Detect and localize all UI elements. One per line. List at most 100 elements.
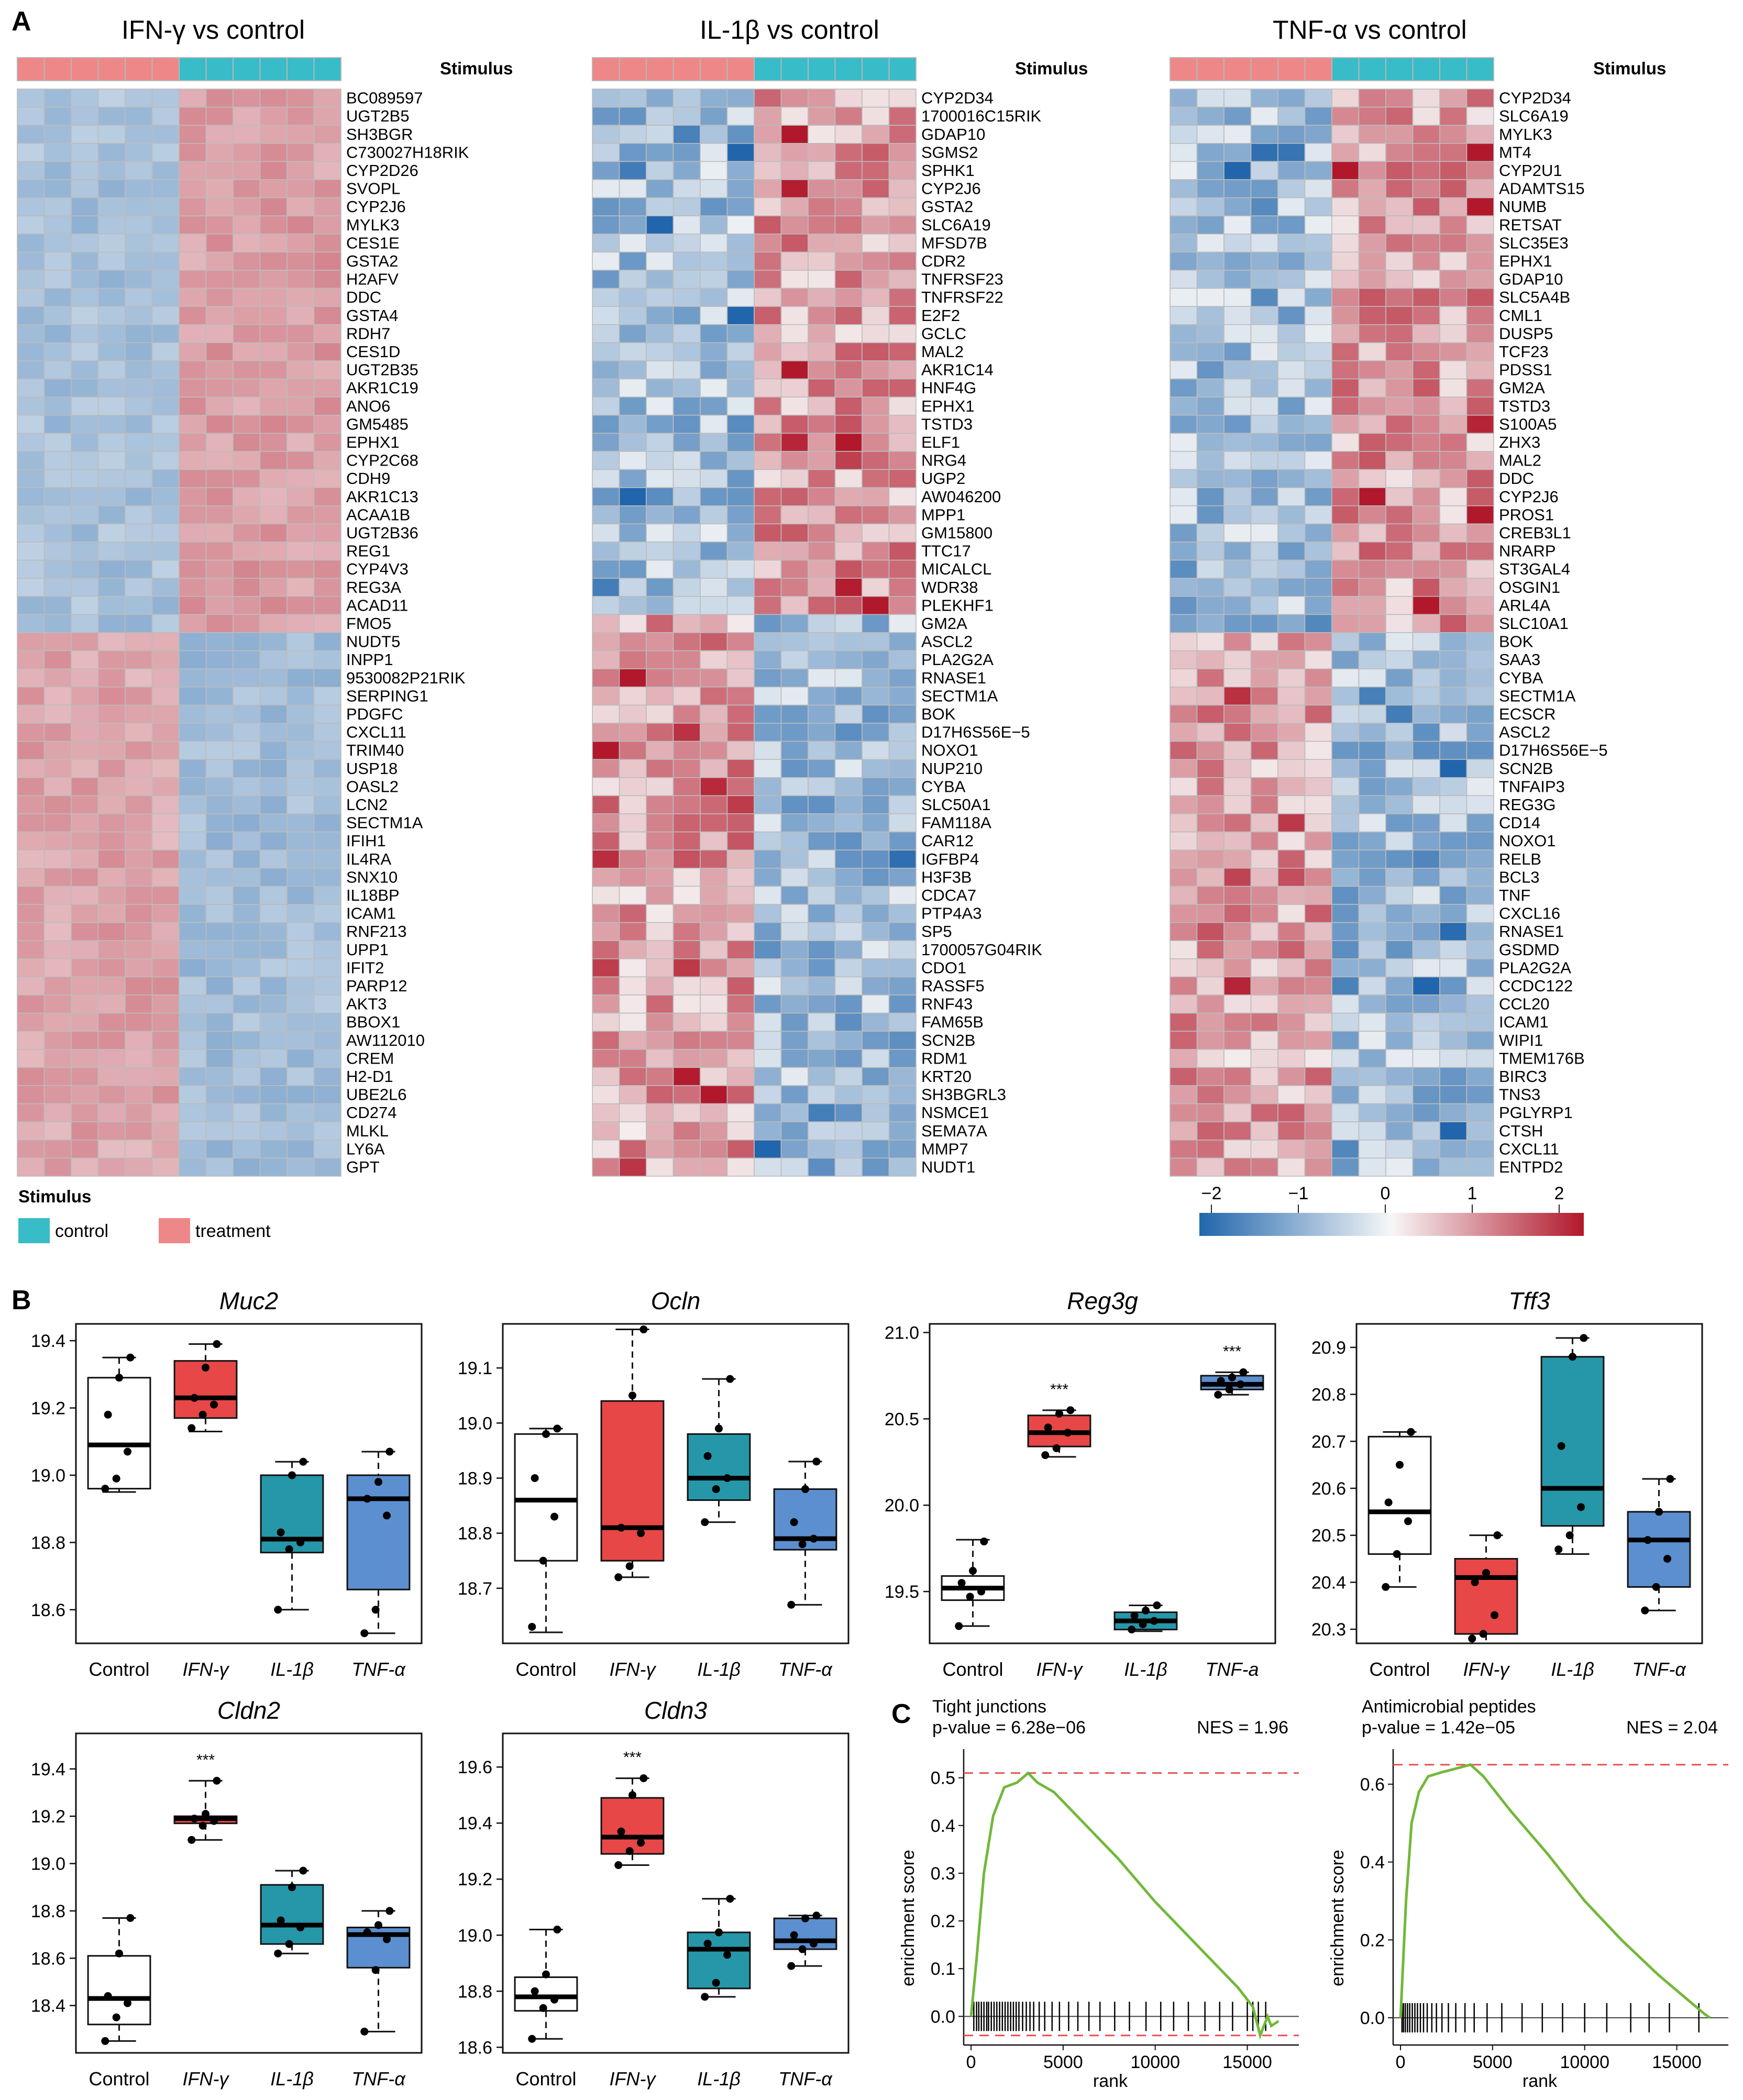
heatmap-cell — [259, 288, 288, 307]
heatmap-cell — [1385, 378, 1414, 397]
heatmap-cell — [205, 324, 234, 344]
heatmap-cell — [179, 831, 207, 850]
heatmap-cell — [1170, 89, 1198, 108]
data-point — [550, 1995, 559, 2004]
y-tick-label: 18.9 — [458, 1468, 492, 1488]
heatmap-il1b-vs-control: CYP2D341700016C15RIKGDAP10SGMS2SPHK1CYP2… — [592, 57, 1042, 1177]
heatmap-cell — [619, 179, 647, 198]
heatmap-cell — [17, 179, 45, 198]
heatmap-cell — [672, 1067, 701, 1086]
data-point — [617, 1523, 625, 1532]
heatmap-cell — [1223, 1067, 1252, 1086]
heatmap-cell — [1358, 632, 1386, 651]
heatmap-cell — [700, 1157, 728, 1177]
data-point — [701, 1993, 709, 2001]
heatmap-cell — [1331, 142, 1360, 162]
gene-label: CYP2J6 — [346, 197, 406, 216]
gene-label: AW112010 — [346, 1031, 425, 1049]
heatmap-cell — [1466, 161, 1494, 180]
heatmap-cell — [125, 596, 153, 615]
heatmap-cell — [1304, 777, 1332, 797]
heatmap-cell — [700, 324, 728, 344]
heatmap-cell — [151, 396, 180, 416]
heatmap-cell — [1358, 433, 1386, 452]
heatmap-cell — [1250, 687, 1278, 706]
gene-label: TNFAIP3 — [1499, 777, 1565, 795]
heatmap-cell — [646, 904, 674, 923]
heatmap-cell — [1277, 469, 1306, 488]
heatmap-cell — [313, 396, 341, 416]
heatmap-cell — [71, 233, 99, 253]
heatmap-cell — [780, 687, 809, 706]
heatmap-cell — [151, 1012, 180, 1032]
heatmap-cell — [592, 505, 620, 525]
heatmap-cell — [71, 723, 99, 742]
data-point — [1655, 1508, 1663, 1516]
heatmap-cell — [1466, 740, 1494, 760]
heatmap-cell — [259, 994, 288, 1014]
heatmap-cell — [592, 396, 620, 416]
gene-label: TMEM176B — [1499, 1049, 1585, 1067]
heatmap-cell — [97, 759, 126, 778]
heatmap-cell — [286, 994, 315, 1014]
heatmap-cell — [259, 251, 288, 271]
gene-label: BOK — [921, 705, 956, 723]
heatmap-cell — [862, 1085, 890, 1104]
heatmap-cell — [1331, 360, 1360, 380]
data-point — [723, 1951, 732, 1959]
heatmap-cell — [1331, 940, 1360, 959]
heatmap-cell — [1358, 1012, 1386, 1032]
heatmap-cell — [672, 813, 701, 833]
heatmap-cell — [672, 251, 701, 271]
heatmap-cell — [1358, 740, 1386, 760]
heatmap-cell — [834, 270, 863, 289]
heatmap-cell — [780, 958, 809, 978]
heatmap-cell — [1170, 868, 1198, 887]
heatmap-cell — [592, 106, 620, 126]
heatmap-cell — [151, 1031, 180, 1050]
data-point — [371, 1606, 380, 1614]
heatmap-cell — [151, 596, 180, 615]
heatmap-cell — [726, 324, 755, 344]
data-point — [1142, 1606, 1150, 1615]
heatmap-cell — [619, 469, 647, 488]
data-point — [539, 1556, 547, 1565]
plot-frame — [1355, 1323, 1703, 1644]
heatmap-cell — [233, 106, 261, 126]
heatmap-cell — [1170, 469, 1198, 488]
x-tick-label: 5000 — [1473, 2052, 1513, 2072]
heatmap-cell — [17, 414, 45, 434]
heatmap-cell — [17, 795, 45, 814]
heatmap-cell — [233, 197, 261, 217]
heatmap-cell — [179, 487, 207, 506]
heatmap-cell — [1331, 487, 1360, 506]
heatmap-cell — [1277, 759, 1306, 778]
heatmap-cell — [619, 106, 647, 126]
heatmap-cell — [97, 1140, 126, 1159]
heatmap-cell — [1466, 759, 1494, 778]
heatmap-cell — [286, 89, 315, 108]
heatmap-cell — [1277, 451, 1306, 470]
heatmap-cell — [1466, 396, 1494, 416]
heatmap-cell — [1439, 777, 1468, 797]
heatmap-cell — [259, 976, 288, 996]
heatmap-cell — [1466, 433, 1494, 452]
heatmap-cell — [71, 1103, 99, 1123]
heatmap-cell — [619, 396, 647, 416]
heatmap-cell — [1304, 849, 1332, 869]
heatmap-cell — [646, 578, 674, 597]
heatmap-cell — [205, 994, 234, 1014]
heatmap-cell — [43, 958, 72, 978]
heatmap-cell — [71, 469, 99, 488]
heatmap-cell — [71, 813, 99, 833]
y-tick-label: 0.1 — [931, 1959, 955, 1979]
data-point — [1666, 1475, 1674, 1483]
heatmap-cell — [1196, 106, 1224, 126]
gene-label: AKR1C13 — [346, 488, 418, 506]
heatmap-cell — [1170, 233, 1198, 253]
heatmap-cell — [205, 179, 234, 198]
heatmap-cell — [205, 1103, 234, 1123]
